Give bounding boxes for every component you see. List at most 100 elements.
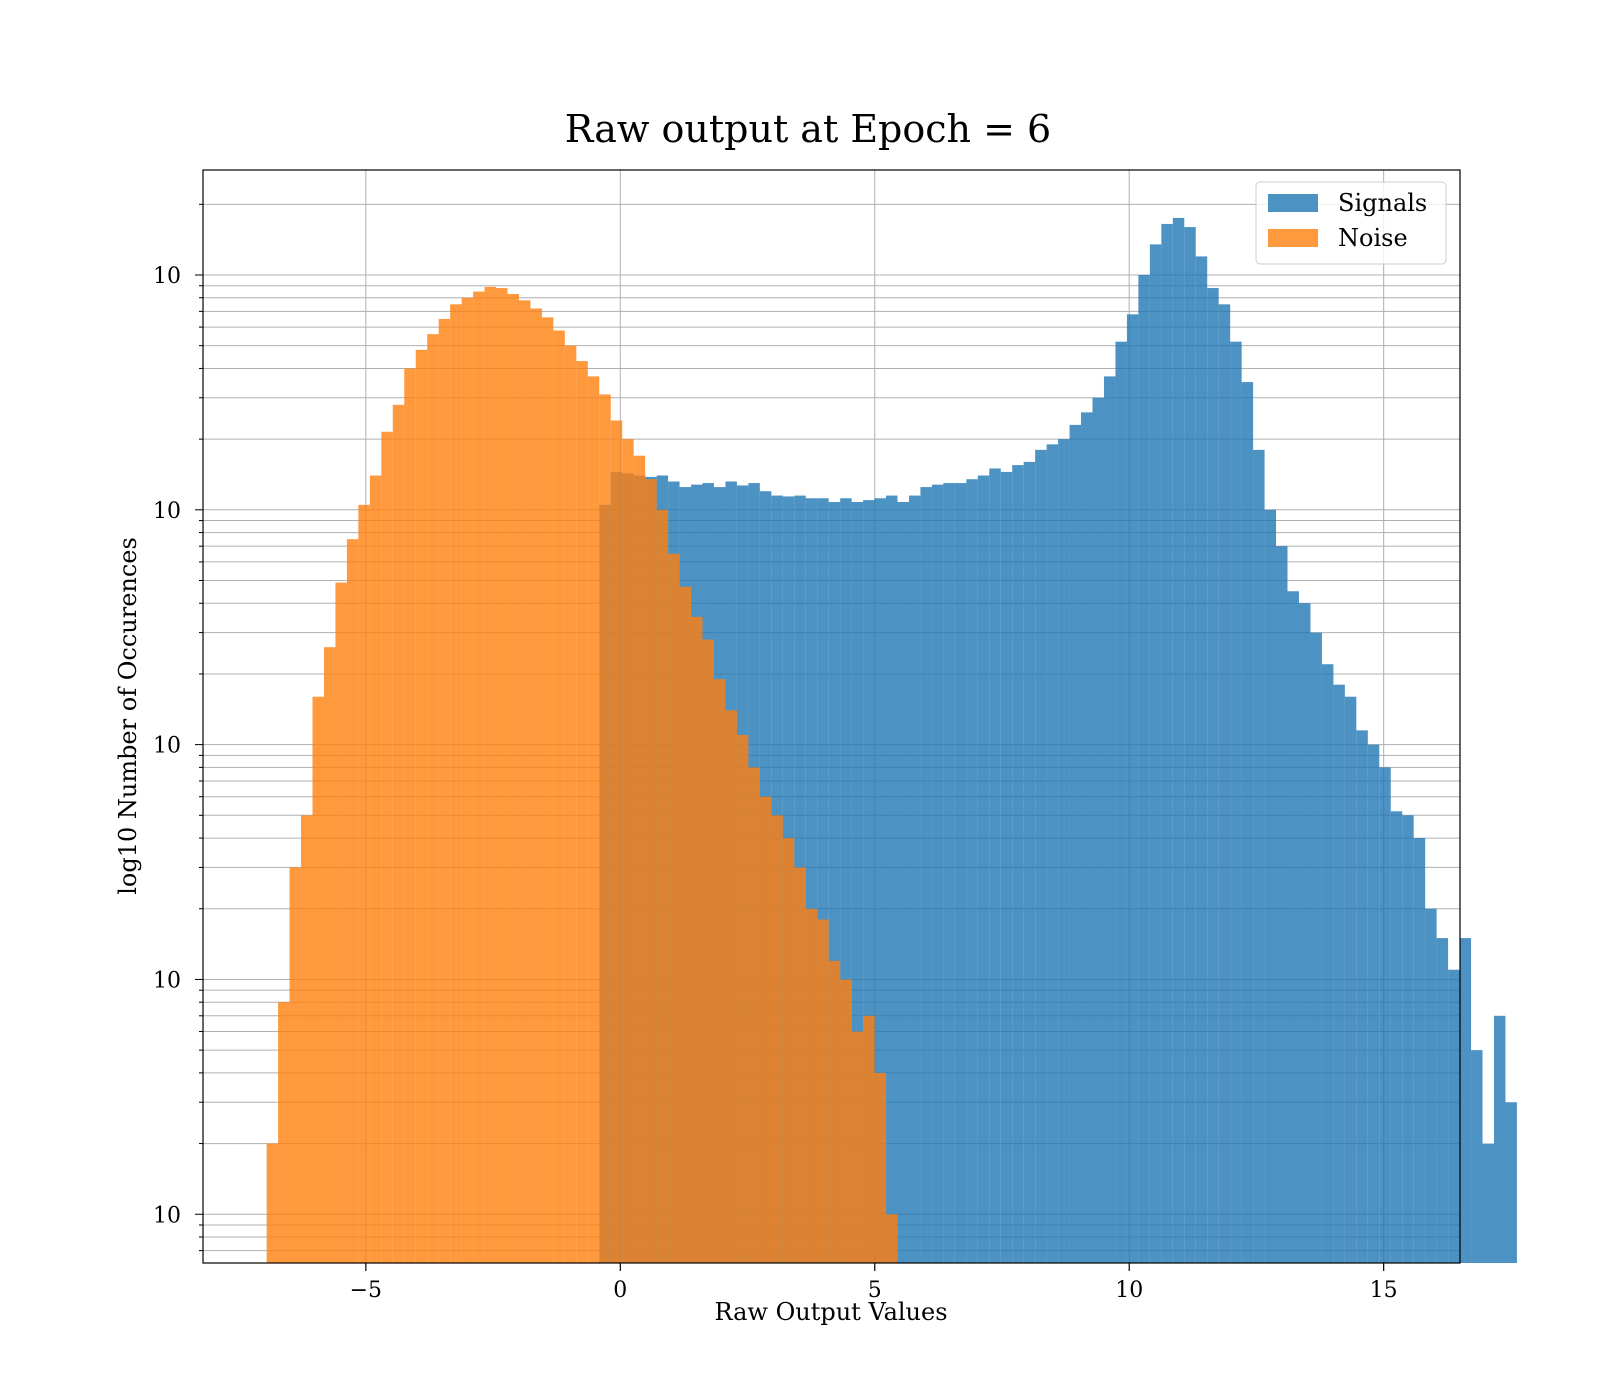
bar-signals (1413, 838, 1426, 1263)
bar-signals (1115, 341, 1127, 1263)
bar-signals (1459, 938, 1472, 1263)
bar-noise (863, 1015, 875, 1263)
bar-noise (622, 439, 634, 1263)
bar-signals (1046, 444, 1059, 1263)
bar-signals (1230, 341, 1242, 1263)
bar-noise (610, 420, 623, 1263)
bar-noise (794, 867, 806, 1263)
legend: Signals Noise (1255, 181, 1447, 265)
bar-signals (1184, 227, 1196, 1264)
bar-noise (668, 553, 680, 1263)
bar-signals (886, 495, 898, 1264)
bar-signals (817, 498, 829, 1263)
bar-signals (1092, 397, 1104, 1263)
x-tick-label: 10 (1115, 1278, 1143, 1303)
bar-signals (1161, 223, 1173, 1264)
bar-signals (1241, 382, 1254, 1263)
legend-label-signals: Signals (1338, 189, 1427, 217)
bar-signals (1436, 938, 1449, 1263)
bar-noise (301, 815, 313, 1263)
bar-noise (541, 317, 554, 1263)
y-tick-label: 10 (153, 968, 181, 993)
bar-signals (874, 498, 887, 1263)
bar-signals (1310, 632, 1322, 1263)
bar-signals (805, 498, 818, 1263)
bar-signals (1218, 304, 1231, 1263)
bar-noise (828, 960, 841, 1263)
bar-signals (1471, 1050, 1483, 1263)
bar-signals (1333, 684, 1345, 1263)
bar-signals (1390, 811, 1403, 1263)
bar-noise (771, 815, 783, 1263)
bar-noise (576, 361, 588, 1263)
bar-signals (1356, 730, 1368, 1263)
bar-noise (335, 582, 347, 1263)
bar-noise (874, 1072, 887, 1263)
bar-signals (1276, 546, 1288, 1263)
bar-signals (863, 500, 875, 1264)
bar-noise (415, 349, 428, 1263)
bar-signals (840, 498, 852, 1263)
bar-signals (989, 468, 1001, 1263)
bar-signals (1126, 314, 1139, 1263)
bar-noise (725, 710, 737, 1263)
bar-signals (1493, 1015, 1506, 1263)
bar-noise (748, 767, 760, 1263)
bar-signals (1172, 217, 1185, 1263)
bar-noise (702, 639, 714, 1263)
bar-noise (599, 394, 611, 1263)
bar-signals (1379, 767, 1391, 1263)
bar-signals (1367, 744, 1380, 1263)
bar-signals (1321, 664, 1334, 1263)
bar-noise (886, 1214, 898, 1263)
bar-signals (1425, 908, 1437, 1263)
bar-signals (1149, 244, 1162, 1264)
bar-signals (977, 475, 990, 1263)
bar-noise (817, 919, 829, 1263)
bar-signals (1298, 603, 1311, 1263)
bar-noise (587, 376, 600, 1263)
bar-noise (369, 475, 382, 1263)
bar-signals (1448, 969, 1460, 1263)
bar-noise (736, 734, 749, 1263)
bar-noise (323, 647, 336, 1263)
bar-noise (656, 509, 669, 1263)
bar-noise (564, 345, 577, 1263)
bar-noise (496, 288, 508, 1263)
bar-noise (805, 908, 818, 1263)
bar-noise (851, 1031, 864, 1263)
bar-signals (1344, 696, 1357, 1263)
bar-signals (851, 501, 864, 1264)
y-tick-label: 10 (153, 264, 181, 289)
bar-noise (782, 838, 795, 1263)
bar-signals (954, 483, 967, 1263)
bar-noise (381, 431, 393, 1263)
bar-signals (1253, 449, 1265, 1263)
bar-noise (713, 679, 726, 1263)
bar-noise (266, 1143, 279, 1263)
bar-noise (691, 616, 703, 1263)
bar-signals (1023, 461, 1036, 1263)
bar-noise (840, 979, 852, 1263)
bar-noise (358, 504, 370, 1264)
bar-noise (759, 796, 772, 1263)
bar-signals (931, 484, 944, 1263)
legend-swatch-signals (1268, 194, 1318, 212)
bar-noise (679, 586, 692, 1263)
bar-signals (1035, 449, 1047, 1263)
bar-noise (392, 404, 405, 1263)
bar-noise (278, 1002, 290, 1263)
bar-noise (507, 294, 519, 1263)
x-tick-label: 0 (613, 1278, 627, 1303)
bar-signals (1287, 591, 1299, 1263)
bar-signals (1138, 274, 1150, 1264)
bar-noise (645, 479, 657, 1264)
bar-signals (1482, 1143, 1494, 1263)
bar-noise (346, 539, 359, 1263)
bar-noise (461, 297, 474, 1264)
bar-noise (473, 291, 485, 1263)
bar-signals (1000, 471, 1013, 1264)
bar-signals (897, 501, 909, 1264)
bar-noise (530, 308, 542, 1263)
y-tick-label: 10 (153, 1203, 181, 1228)
